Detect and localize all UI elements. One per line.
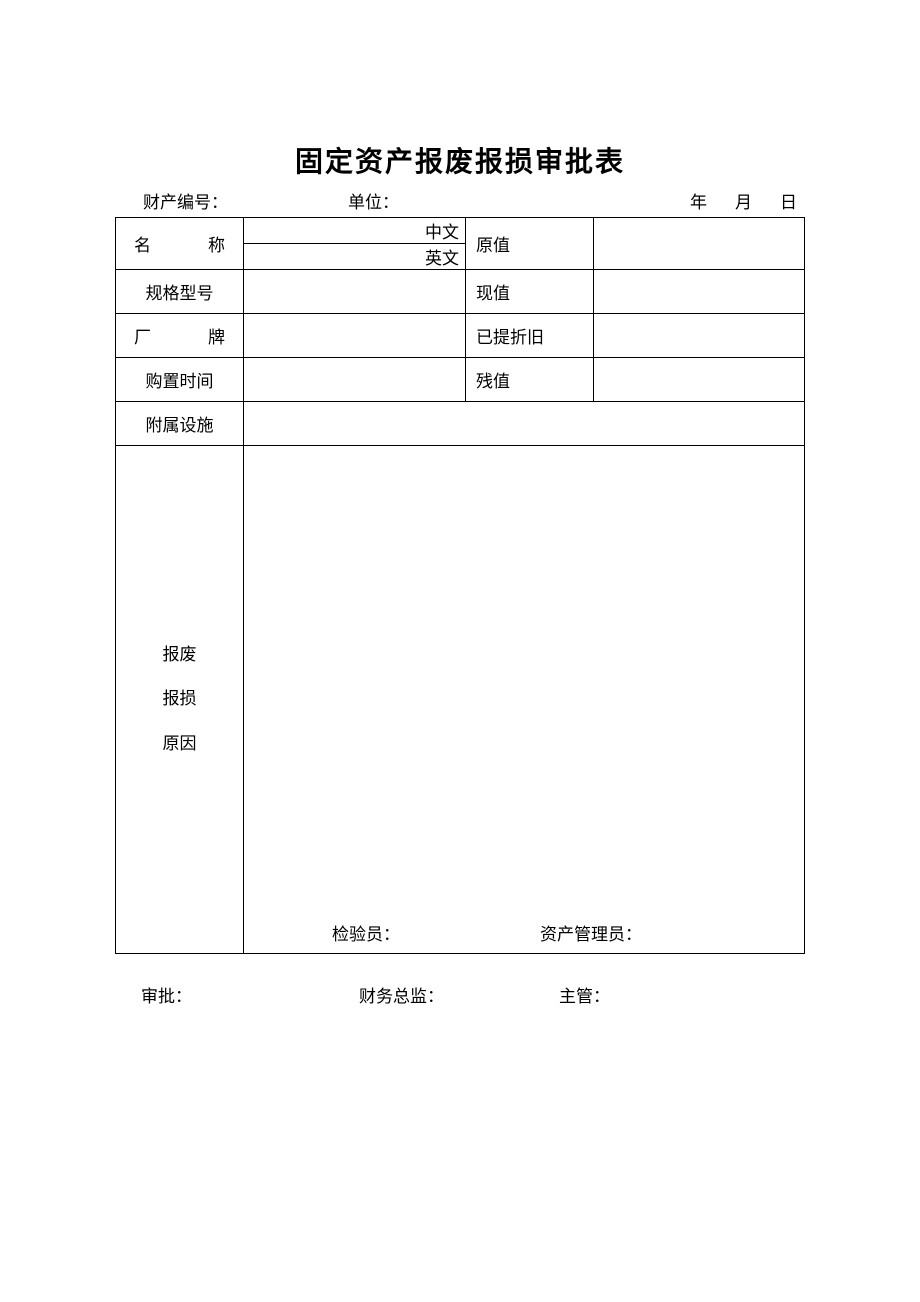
signature-row: 检验员： 资产管理员： bbox=[244, 920, 804, 945]
value-current-value bbox=[594, 270, 805, 314]
asset-no-label: 财产编号： bbox=[143, 188, 348, 213]
label-asset-manager: 资产管理员： bbox=[540, 920, 642, 945]
label-name-cn: 中文 bbox=[244, 218, 466, 244]
label-purchase-date: 购置时间 bbox=[116, 358, 244, 402]
label-reason-line2: 报损 bbox=[116, 677, 243, 721]
label-cfo: 财务总监： bbox=[359, 982, 559, 1007]
value-residual-value bbox=[594, 358, 805, 402]
value-purchase-date bbox=[244, 358, 466, 402]
label-name-en: 英文 bbox=[244, 244, 466, 270]
value-accessory bbox=[244, 402, 805, 446]
value-spec bbox=[244, 270, 466, 314]
label-spec: 规格型号 bbox=[116, 270, 244, 314]
label-inspector: 检验员： bbox=[332, 920, 400, 945]
value-depreciation bbox=[594, 314, 805, 358]
value-original-value bbox=[594, 218, 805, 270]
day-label: 日 bbox=[780, 193, 797, 212]
header-row: 财产编号： 单位： 年 月 日 bbox=[115, 188, 805, 215]
unit-label: 单位： bbox=[348, 188, 587, 213]
label-current-value: 现值 bbox=[466, 270, 594, 314]
label-original-value: 原值 bbox=[466, 218, 594, 270]
label-approval: 审批： bbox=[141, 982, 359, 1007]
value-brand bbox=[244, 314, 466, 358]
label-brand: 厂 牌 bbox=[116, 314, 244, 358]
month-label: 月 bbox=[735, 193, 752, 212]
label-residual-value: 残值 bbox=[466, 358, 594, 402]
label-name: 名 称 bbox=[116, 218, 244, 270]
label-supervisor: 主管： bbox=[559, 982, 805, 1007]
document-page: 固定资产报废报损审批表 财产编号： 单位： 年 月 日 名 称 中文 原值 英文 规… bbox=[0, 0, 920, 1007]
form-title: 固定资产报废报损审批表 bbox=[115, 140, 805, 180]
label-accessory: 附属设施 bbox=[116, 402, 244, 446]
date-labels: 年月日 bbox=[587, 188, 797, 213]
label-reason-line3: 原因 bbox=[116, 722, 243, 766]
value-reason-cell: 检验员： 资产管理员： bbox=[244, 446, 805, 954]
label-reason-line1: 报废 bbox=[116, 633, 243, 677]
approval-form-table: 名 称 中文 原值 英文 规格型号 现值 厂 牌 已提折旧 购置时间 残值 附 bbox=[115, 217, 805, 954]
year-label: 年 bbox=[690, 193, 707, 212]
label-depreciation: 已提折旧 bbox=[466, 314, 594, 358]
footer-row: 审批： 财务总监： 主管： bbox=[115, 982, 805, 1007]
label-reason: 报废 报损 原因 bbox=[116, 446, 244, 954]
